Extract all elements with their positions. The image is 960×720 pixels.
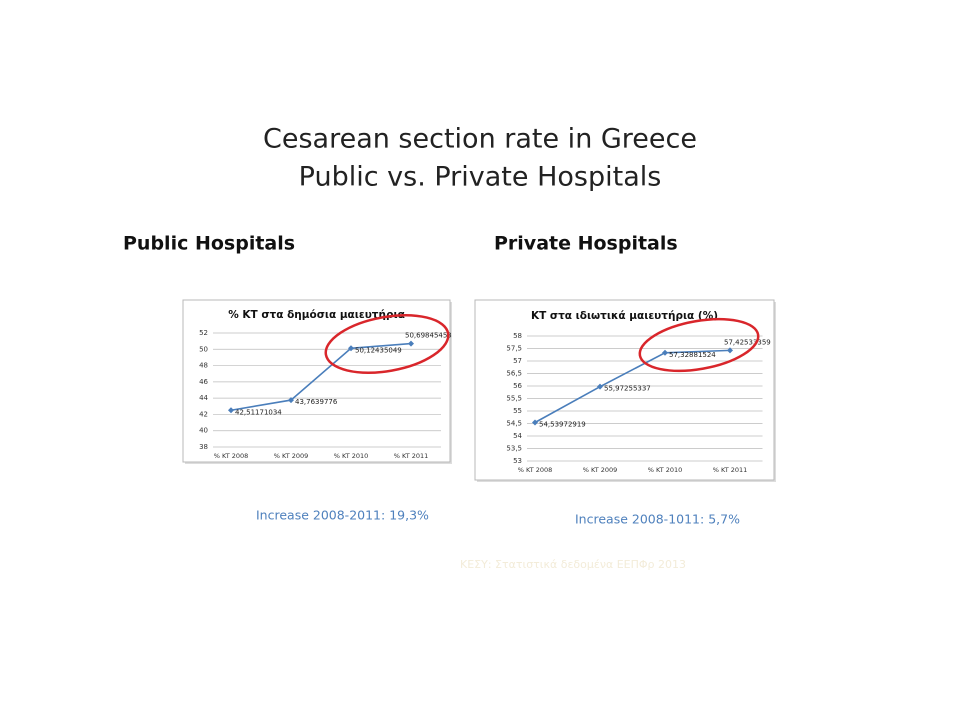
chart-box: [474, 299, 775, 481]
y-tick-label: 56: [513, 382, 522, 390]
data-label: 50,69845453: [405, 332, 452, 340]
marker: [727, 347, 733, 354]
y-tick-label: 53,5: [506, 445, 522, 453]
data-label: 57,32881524: [669, 351, 716, 359]
y-tick-label: 52: [199, 329, 208, 337]
chart-title: % ΚΤ στα δημόσια μαιευτήρια: [228, 309, 405, 321]
x-tick-label: % KT 2010: [334, 452, 369, 460]
slide-title: Public vs. Private Hospitals: [299, 162, 662, 193]
heading: Public Hospitals: [123, 233, 295, 255]
marker: [288, 397, 294, 404]
x-tick-label: % KT 2011: [713, 466, 748, 474]
data-label: 57,42533359: [724, 338, 771, 346]
x-tick-label: % KT 2011: [394, 452, 429, 460]
y-tick-label: 38: [199, 443, 208, 451]
marker: [228, 407, 234, 414]
y-tick-label: 54: [513, 432, 522, 440]
y-tick-label: 58: [513, 332, 522, 340]
x-tick-label: % KT 2010: [648, 466, 683, 474]
marker: [662, 349, 668, 356]
y-tick-label: 42: [199, 410, 208, 418]
y-tick-label: 56,5: [506, 370, 522, 378]
x-tick-label: % KT 2009: [583, 466, 618, 474]
y-tick-label: 55,5: [506, 395, 522, 403]
data-label: 42,51171034: [235, 408, 282, 416]
data-label: 55,97255337: [604, 385, 651, 393]
data-label: 50,12435049: [355, 346, 402, 354]
source: ΚΕΣΥ: Στατιστικά δεδομένα ΕΕΠΦρ 2013: [460, 558, 686, 571]
y-tick-label: 57: [513, 357, 522, 365]
y-tick-label: 46: [199, 378, 208, 386]
note: Increase 2008-2011: 19,3%: [256, 508, 429, 523]
chart-box: [182, 299, 451, 463]
line: [534, 349, 731, 424]
y-tick-label: 53: [513, 457, 522, 465]
y-tick-label: 54,5: [506, 420, 522, 428]
slide-title: Cesarean section rate in Greece: [263, 124, 697, 155]
data-label: 54,53972919: [539, 421, 586, 429]
chart-title: ΚΤ στα ιδιωτικά μαιευτήρια (%): [531, 310, 718, 322]
line: [230, 342, 412, 412]
highlight-ellipse: [324, 314, 450, 374]
marker: [597, 383, 603, 390]
y-tick-label: 50: [199, 345, 208, 353]
marker: [348, 345, 354, 352]
highlight-ellipse: [638, 317, 760, 373]
y-tick-label: 40: [199, 427, 208, 435]
y-tick-label: 48: [199, 362, 208, 370]
y-tick-label: 55: [513, 407, 522, 415]
x-tick-label: % KT 2008: [214, 452, 249, 460]
marker: [532, 419, 538, 426]
note: Increase 2008-1011: 5,7%: [575, 512, 740, 527]
x-tick-label: % KT 2009: [274, 452, 309, 460]
x-tick-label: % KT 2008: [518, 466, 553, 474]
y-tick-label: 57,5: [506, 345, 522, 353]
marker: [408, 340, 414, 347]
heading: Private Hospitals: [494, 233, 678, 255]
data-label: 43,7639776: [295, 398, 338, 406]
y-tick-label: 44: [199, 394, 208, 402]
